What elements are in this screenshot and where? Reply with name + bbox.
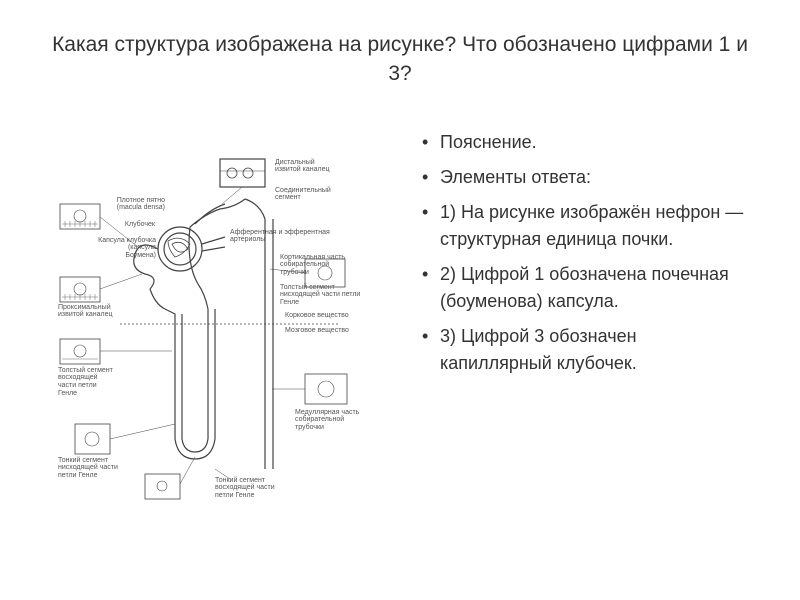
label-thick-desc: Толстый сегмент нисходящей части петли Г… bbox=[280, 284, 370, 307]
label-medulla: Мозговое вещество bbox=[285, 327, 355, 335]
answer-item: Элементы ответа: bbox=[440, 164, 750, 191]
label-medullary-collecting: Медуллярная часть собирательной трубочки bbox=[295, 409, 375, 432]
answer-list: Пояснение. Элементы ответа: 1) На рисунк… bbox=[420, 129, 750, 385]
label-connecting: Соединительный сегмент bbox=[275, 187, 345, 202]
label-macula: Плотное пятно (macula densa) bbox=[105, 197, 165, 212]
label-proximal: Проксимальный извитой каналец bbox=[58, 304, 116, 319]
nephron-diagram: Дистальный извитой каналец Плотное пятно… bbox=[50, 129, 400, 509]
page-title: Какая структура изображена на рисунке? Ч… bbox=[50, 30, 750, 89]
label-thick-asc: Толстый сегмент восходящей части петли Г… bbox=[58, 367, 116, 398]
label-thin-desc: Тонкий сегмент нисходящей части петли Ге… bbox=[58, 457, 118, 480]
answer-item: 1) На рисунке изображён нефрон — структу… bbox=[440, 199, 750, 253]
content-area: Дистальный извитой каналец Плотное пятно… bbox=[50, 129, 750, 509]
answer-item: Пояснение. bbox=[440, 129, 750, 156]
label-cortex: Корковое вещество bbox=[285, 312, 355, 320]
label-thin-asc: Тонкий сегмент восходящей части петли Ге… bbox=[215, 477, 295, 500]
answer-item: 2) Цифрой 1 обозначена почечная (боумено… bbox=[440, 261, 750, 315]
label-cortical-collecting: Кортикальная часть собирательной трубочк… bbox=[280, 254, 360, 277]
label-distal: Дистальный извитой каналец bbox=[275, 159, 335, 174]
label-arterioles: Афферентная и эфферентная артериолы bbox=[230, 229, 350, 244]
label-glomerulus: Клубочек bbox=[105, 221, 155, 229]
label-bowman: Капсула клубочка (капсула Боумена) bbox=[98, 237, 156, 260]
answer-item: 3) Цифрой 3 обозначен капиллярный клубоч… bbox=[440, 323, 750, 377]
